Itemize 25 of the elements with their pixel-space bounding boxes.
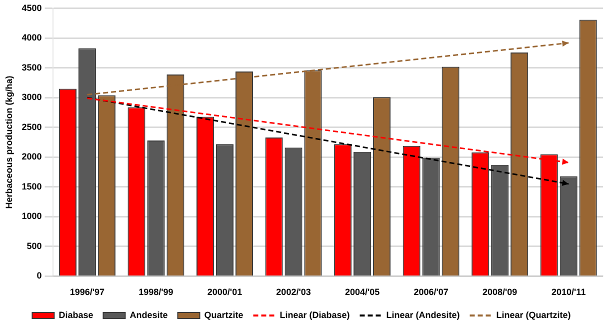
y-tick-label: 4500 bbox=[22, 2, 42, 13]
y-tick-label: 0 bbox=[36, 270, 42, 281]
y-tick-label: 4000 bbox=[22, 32, 42, 43]
legend-label: Linear (Diabase) bbox=[280, 310, 350, 320]
legend-label: Andesite bbox=[130, 310, 168, 320]
legend-label: Quartzite bbox=[204, 310, 244, 320]
y-axis-title: Herbaceous production (kg/ha) bbox=[4, 76, 14, 209]
x-tick-label: 2006/'07 bbox=[414, 287, 448, 298]
x-tick-label: 2008/'09 bbox=[482, 287, 518, 298]
y-tick-label: 500 bbox=[26, 240, 42, 251]
y-tick-label: 3000 bbox=[22, 92, 42, 102]
legend-label: Linear (Quartzite) bbox=[496, 310, 571, 320]
y-tick-label: 3500 bbox=[22, 62, 42, 72]
x-tick-label: 2004/'05 bbox=[344, 287, 380, 298]
x-tick-label: 1996/'97 bbox=[70, 287, 105, 298]
legend-label: Linear (Andesite) bbox=[386, 310, 460, 320]
y-tick-label: 2000 bbox=[22, 152, 42, 162]
y-tick-label: 1000 bbox=[22, 211, 42, 222]
y-tick-label: 1500 bbox=[22, 181, 42, 192]
y-tick-label: 2500 bbox=[22, 122, 42, 132]
x-tick-label: 1998/'99 bbox=[138, 287, 174, 298]
x-tick-label: 2010/'11 bbox=[552, 287, 586, 298]
legend-label: Diabase bbox=[58, 310, 94, 320]
x-tick-label: 2000/'01 bbox=[207, 287, 242, 298]
x-tick-label: 2002/'03 bbox=[276, 287, 311, 298]
